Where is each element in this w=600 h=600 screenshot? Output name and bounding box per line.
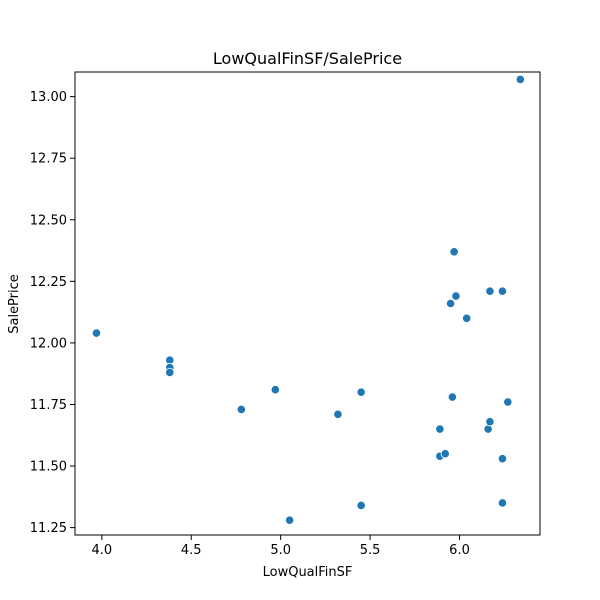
data-point [445, 298, 456, 309]
x-tick-label: 4.5 [181, 543, 202, 558]
plot-frame [74, 71, 541, 536]
y-tick-label: 11.50 [30, 460, 67, 475]
data-point [435, 424, 445, 434]
x-axis: 4.0 4.5 5.0 5.5 6.0 [91, 535, 470, 558]
data-point [285, 515, 295, 525]
y-tick-label: 13.00 [30, 90, 67, 105]
data-point [270, 385, 280, 395]
data-point [91, 328, 102, 338]
y-tick-label: 12.75 [30, 152, 67, 167]
x-tick-label: 5.5 [360, 543, 381, 558]
data-point [440, 449, 450, 459]
data-point [333, 409, 343, 419]
data-point [497, 286, 508, 296]
data-point [236, 404, 246, 414]
y-tick-label: 12.50 [30, 213, 67, 228]
y-axis-label: SalePrice [7, 274, 22, 334]
data-point [497, 454, 508, 464]
x-tick-label: 4.0 [91, 543, 112, 558]
data-point [515, 74, 525, 84]
data-point [503, 397, 513, 407]
data-point [449, 247, 459, 257]
x-tick-label: 5.0 [270, 543, 291, 558]
data-point [451, 291, 461, 301]
data-point [356, 387, 366, 397]
x-tick-label: 6.0 [449, 543, 470, 558]
y-tick-label: 11.25 [30, 521, 67, 536]
y-tick-label: 11.75 [30, 398, 67, 413]
data-point [497, 498, 508, 508]
data-point [485, 417, 495, 427]
data-point [462, 313, 472, 323]
chart-title: LowQualFinSF/SalePrice [213, 49, 402, 68]
x-axis-label: LowQualFinSF [263, 565, 353, 580]
y-axis: 11.25 11.50 11.75 12.00 12.25 12.50 12.75 13.00 [30, 90, 75, 536]
data-point [447, 392, 457, 402]
data-point [165, 367, 175, 378]
data-points [91, 74, 525, 525]
data-point [485, 286, 495, 296]
y-tick-label: 12.25 [30, 275, 67, 290]
data-point [356, 500, 366, 511]
y-tick-label: 12.00 [30, 336, 67, 351]
